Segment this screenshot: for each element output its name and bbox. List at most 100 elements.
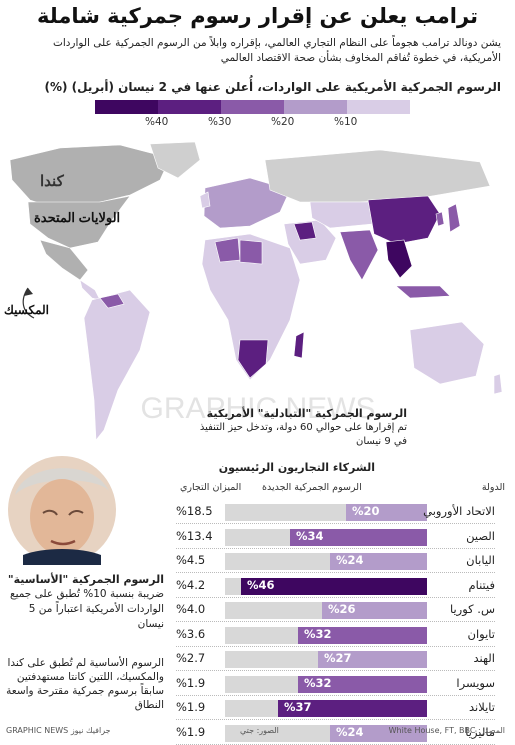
new-zealand-shape xyxy=(493,373,503,395)
legend-label-10: %10 xyxy=(334,116,358,128)
baseline-body: ضريبة بنسبة 10% تُطبق على جميع الواردات … xyxy=(9,588,164,630)
legend-swatch-10 xyxy=(347,100,410,114)
partner-country: تايوان xyxy=(467,626,496,641)
label-canada: كندا xyxy=(40,173,65,190)
partner-row: %24 اليابان %4.5 xyxy=(0,551,505,573)
subtitle: يشن دونالد ترامب هجوماً على النظام التجا… xyxy=(52,37,501,64)
tariff-bar xyxy=(346,504,427,521)
partner-row: %32 تايوان %3.6 xyxy=(0,625,505,647)
japan-shape xyxy=(447,203,461,233)
footer-source: المصدر: White House, FT, BBC xyxy=(388,726,505,735)
canada-mexico-note: الرسوم الأساسية لم تُطبق على كندا والمكس… xyxy=(6,657,164,711)
trade-balance-label: %18.5 xyxy=(176,504,213,518)
row-divider xyxy=(176,694,495,696)
col-tariff-header: الرسوم الجمركية الجديدة xyxy=(262,482,362,493)
tariff-bar-track xyxy=(225,700,427,717)
tariff-bar-track xyxy=(225,504,427,521)
indonesia-shape xyxy=(395,285,451,299)
mexico-pointer xyxy=(22,287,35,319)
trade-balance-label: %1.9 xyxy=(176,724,206,739)
tariff-label: %34 xyxy=(296,528,324,543)
russia-shape xyxy=(264,149,491,203)
reciprocal-body: تم إقرارها على حوالي 60 دولة، وتدخل حيز … xyxy=(199,422,407,447)
central-asia-shape xyxy=(309,201,373,229)
trade-balance-label: %4.0 xyxy=(176,602,206,616)
tariff-bar xyxy=(278,700,427,717)
venezuela-shape xyxy=(99,293,125,309)
legend-swatch-46 xyxy=(95,100,158,114)
tariff-bar-track xyxy=(225,553,427,570)
tariff-bar-track xyxy=(225,577,427,595)
tariff-label: %24 xyxy=(336,553,364,567)
map-watermark: GRAPHIC NEWS xyxy=(140,392,375,425)
trade-balance-label: %1.9 xyxy=(176,675,206,690)
trade-balance-label: %4.5 xyxy=(176,553,206,567)
libya-shape xyxy=(239,239,263,265)
tariff-bar-track xyxy=(225,724,427,742)
trade-balance-label: %2.7 xyxy=(176,651,206,665)
partner-row: %24 ماليزيا %1.9 xyxy=(0,723,505,745)
tariff-label: %37 xyxy=(284,700,312,714)
map-heading: الرسوم الجمركية الأمريكية على الواردات، … xyxy=(44,80,501,94)
australia-shape xyxy=(409,321,485,385)
reciprocal-note: الرسوم الجمركية "التبادلية" الأمريكية تم… xyxy=(197,407,407,449)
china-shape xyxy=(367,195,441,245)
baseline-note: الرسوم الجمركية "الأساسية" ضريبة بنسبة 1… xyxy=(6,572,164,632)
tariff-label: %26 xyxy=(328,602,356,616)
mexico-shape xyxy=(39,239,89,281)
partner-country: تايلاند xyxy=(468,700,495,714)
tariff-bar xyxy=(330,724,427,742)
row-divider xyxy=(176,670,495,671)
legend-swatch-30 xyxy=(221,100,284,114)
trade-balance-label: %4.2 xyxy=(176,577,206,592)
row-divider xyxy=(176,719,495,720)
trade-balance-label: %3.6 xyxy=(176,626,206,641)
tariff-bar-track xyxy=(225,626,427,644)
tariff-label: %46 xyxy=(247,577,275,592)
tariff-bar-track xyxy=(225,675,427,693)
col-balance-header: الميزان التجاري xyxy=(180,482,242,493)
row-divider xyxy=(176,596,495,598)
tariff-bar xyxy=(241,577,427,595)
trade-balance-label: %13.4 xyxy=(176,528,213,543)
africa-shape xyxy=(201,233,301,381)
map-legend: %40 %30 %20 %10 xyxy=(95,100,410,136)
europe-shape xyxy=(203,177,291,229)
legend-label-20: %20 xyxy=(271,116,295,128)
southeast-asia-shape xyxy=(385,239,413,279)
partner-row: %46 فيتنام %4.2 xyxy=(0,576,505,598)
india-shape xyxy=(339,229,379,281)
partner-row: %37 تايلاند %1.9 xyxy=(0,698,505,720)
partner-country: سويسرا xyxy=(456,675,495,690)
row-divider xyxy=(176,743,495,745)
tariff-bar-track xyxy=(225,651,427,668)
row-divider xyxy=(176,645,495,647)
usa-shape xyxy=(27,195,131,249)
uk-shape xyxy=(199,191,211,209)
label-mexico: المكسيك xyxy=(4,303,49,317)
trade-balance-label: %1.9 xyxy=(176,700,206,714)
partner-row: %26 س. كوريا %4.0 xyxy=(0,600,505,622)
partner-row: %32 سويسرا %1.9 xyxy=(0,674,505,696)
tariff-bar xyxy=(298,675,427,693)
tariff-label: %20 xyxy=(352,504,380,518)
row-divider xyxy=(176,523,495,524)
label-usa: الولايات المتحدة xyxy=(34,210,120,226)
tariff-bar-track xyxy=(225,528,427,546)
tariff-label: %32 xyxy=(304,675,332,690)
partner-row: %34 الصين %13.4 xyxy=(0,527,505,549)
partners-heading: الشركاء التجاريون الرئيسيون xyxy=(218,461,375,474)
tariff-label: %24 xyxy=(336,724,364,739)
partner-row: %20 الاتحاد الأوروبي %18.5 xyxy=(0,502,505,524)
trump-photo xyxy=(8,456,116,565)
world-tariff-map: GRAPHIC NEWS كندا الولايات المتحدة المكس… xyxy=(4,141,503,441)
canada-shape xyxy=(9,144,171,211)
partner-country: فيتنام xyxy=(468,577,495,592)
col-country-header: الدولة xyxy=(481,482,505,493)
southern-africa-shape xyxy=(237,339,269,379)
tariff-label: %27 xyxy=(324,651,352,665)
legend-swatch-20 xyxy=(284,100,347,114)
partner-country: اليابان xyxy=(466,553,495,567)
row-divider xyxy=(176,621,495,622)
tariff-bar xyxy=(290,528,427,546)
